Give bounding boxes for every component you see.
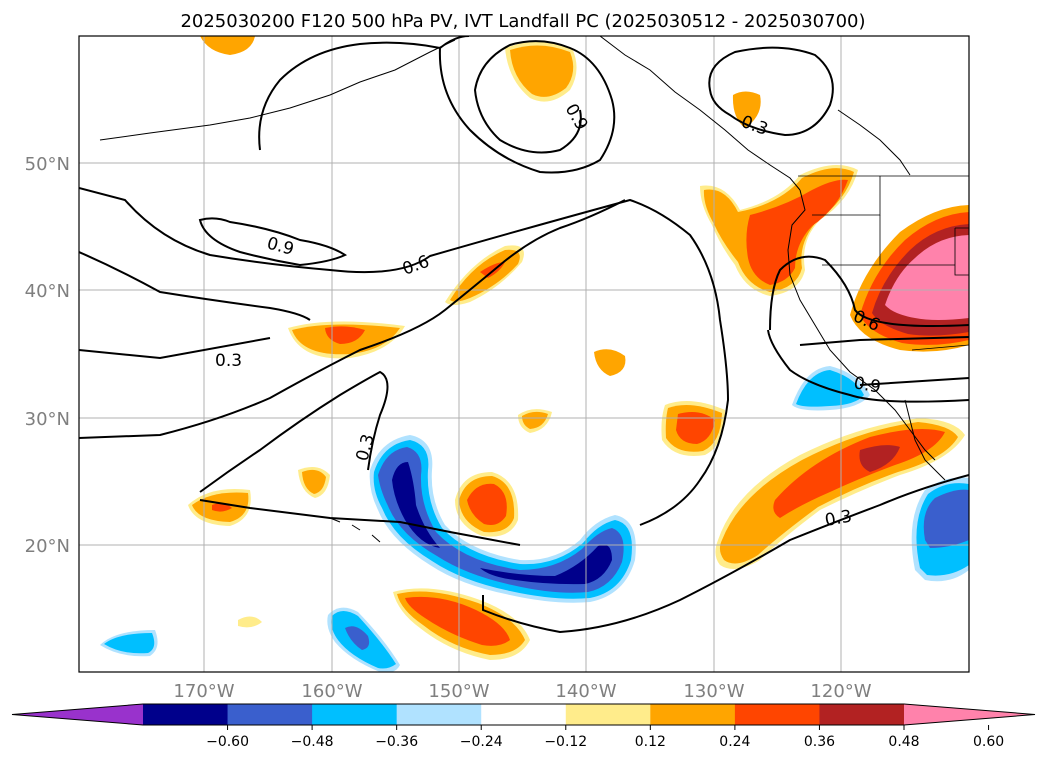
colorbar: −0.60 −0.48 −0.36 −0.24 −0.12 0.12 0.24 0.36 0.4… <box>11 703 1036 750</box>
colorbar-tick-label: 0.12 <box>635 734 666 750</box>
lon-label: 140°W <box>555 681 616 702</box>
lat-label: 40°N <box>25 281 70 302</box>
lon-label: 130°W <box>683 681 744 702</box>
colorbar-segment <box>565 704 651 725</box>
colorbar-segment <box>312 704 398 725</box>
colorbar-segment <box>143 704 229 725</box>
negative-anomaly-fills <box>100 366 969 672</box>
colorbar-segment <box>734 704 820 725</box>
map-frame <box>78 35 970 673</box>
borders <box>798 175 969 351</box>
pv-contours <box>79 36 969 634</box>
lon-label: 120°W <box>810 681 871 702</box>
colorbar-extend-high <box>904 704 1035 725</box>
colorbar-extend-low <box>12 704 143 725</box>
colorbar-tick-label: 0.48 <box>888 734 919 750</box>
coastlines <box>99 36 946 543</box>
colorbar-tick-label: −0.60 <box>206 734 249 750</box>
contour-label: 0.9 <box>852 373 882 397</box>
lat-label: 30°N <box>25 409 70 430</box>
colorbar-segment <box>650 704 736 725</box>
lon-label: 160°W <box>301 681 362 702</box>
colorbar-tick-label: 0.24 <box>719 734 750 750</box>
contour-label: 0.3 <box>823 507 853 531</box>
colorbar-segment <box>481 704 567 725</box>
map-area: 0.9 0.3 0.9 0.6 0.3 0.3 0.6 0.9 0.3 <box>79 36 969 672</box>
colorbar-tick-label: −0.24 <box>460 734 503 750</box>
colorbar-tick-label: 0.36 <box>804 734 835 750</box>
lon-label: 170°W <box>173 681 234 702</box>
lat-label: 50°N <box>25 154 70 175</box>
colorbar-outline <box>11 703 1036 726</box>
lon-label: 150°W <box>428 681 489 702</box>
gridlines <box>79 36 969 672</box>
colorbar-tick-label: −0.48 <box>291 734 334 750</box>
latitude-labels: 50°N 40°N 30°N 20°N <box>25 154 70 557</box>
lat-label: 20°N <box>25 536 70 557</box>
colorbar-tick-label: −0.36 <box>375 734 418 750</box>
colorbar-tick-label: 0.60 <box>973 734 1004 750</box>
map-title: 2025030200 F120 500 hPa PV, IVT Landfall… <box>180 11 865 32</box>
longitude-labels: 170°W 160°W 150°W 140°W 130°W 120°W <box>173 681 871 702</box>
contour-label: 0.3 <box>215 351 242 371</box>
colorbar-segment <box>227 704 313 725</box>
colorbar-segment <box>396 704 482 725</box>
colorbar-segment <box>819 704 905 725</box>
colorbar-tick-label: −0.12 <box>544 734 587 750</box>
positive-anomaly-fills <box>188 36 969 660</box>
